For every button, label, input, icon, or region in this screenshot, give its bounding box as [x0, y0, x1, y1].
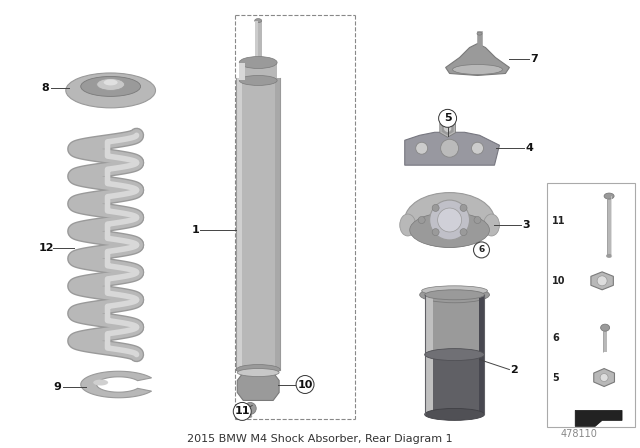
Text: 6: 6 [552, 333, 559, 343]
Bar [275, 78, 280, 370]
Ellipse shape [477, 32, 482, 35]
Text: 5: 5 [552, 373, 559, 383]
Ellipse shape [600, 324, 609, 331]
Ellipse shape [248, 415, 252, 418]
Ellipse shape [422, 286, 488, 296]
Bar [239, 63, 277, 81]
Ellipse shape [452, 65, 502, 74]
Polygon shape [237, 373, 279, 401]
Bar [236, 78, 243, 370]
Polygon shape [442, 121, 454, 135]
Text: 8: 8 [41, 83, 49, 94]
Circle shape [472, 142, 483, 154]
Bar [239, 63, 245, 81]
Circle shape [460, 204, 467, 211]
Ellipse shape [604, 193, 614, 199]
Circle shape [438, 208, 461, 232]
Text: 9: 9 [53, 383, 61, 392]
Ellipse shape [104, 79, 118, 86]
Bar [255, 21, 258, 65]
Ellipse shape [81, 77, 141, 96]
Ellipse shape [425, 409, 484, 420]
Text: 1: 1 [191, 225, 199, 235]
Polygon shape [594, 369, 614, 387]
Circle shape [438, 109, 456, 127]
Bar [479, 295, 484, 414]
Bar [425, 295, 484, 355]
Ellipse shape [255, 19, 262, 23]
Text: 6: 6 [478, 246, 484, 254]
Ellipse shape [93, 379, 108, 385]
Text: 5: 5 [444, 113, 451, 123]
Circle shape [460, 228, 467, 236]
Circle shape [440, 139, 459, 157]
Circle shape [416, 142, 428, 154]
Circle shape [244, 402, 256, 414]
Circle shape [418, 216, 425, 224]
Polygon shape [404, 132, 499, 165]
Circle shape [600, 374, 608, 382]
Circle shape [233, 402, 252, 420]
Ellipse shape [606, 254, 612, 258]
Text: 10: 10 [298, 379, 313, 389]
Polygon shape [575, 410, 622, 426]
Text: 11: 11 [552, 216, 566, 226]
Circle shape [474, 216, 481, 224]
Ellipse shape [239, 56, 277, 69]
Text: 12: 12 [39, 243, 54, 253]
Bar [547, 183, 635, 427]
Polygon shape [591, 272, 613, 290]
Bar [236, 78, 280, 370]
Bar [248, 409, 252, 416]
Text: 3: 3 [522, 220, 530, 230]
Ellipse shape [236, 365, 280, 375]
Polygon shape [81, 371, 152, 398]
Ellipse shape [404, 193, 495, 247]
Bar [425, 355, 484, 414]
Text: 4: 4 [525, 143, 533, 153]
Bar [255, 21, 262, 65]
Ellipse shape [239, 75, 277, 86]
Circle shape [444, 124, 452, 132]
Circle shape [432, 228, 439, 236]
Text: 7: 7 [531, 53, 538, 64]
Text: 2015 BMW M4 Shock Absorber, Rear Diagram 1: 2015 BMW M4 Shock Absorber, Rear Diagram… [187, 434, 453, 444]
Polygon shape [445, 43, 509, 75]
Circle shape [597, 276, 607, 286]
Ellipse shape [97, 78, 125, 90]
Text: 11: 11 [234, 406, 250, 417]
Ellipse shape [410, 212, 490, 247]
Ellipse shape [483, 214, 499, 236]
Bar [607, 196, 611, 256]
Text: 478110: 478110 [561, 429, 598, 439]
Ellipse shape [237, 369, 279, 376]
Ellipse shape [420, 287, 490, 303]
Ellipse shape [425, 290, 484, 300]
Bar [603, 330, 607, 352]
Circle shape [296, 375, 314, 393]
Ellipse shape [66, 73, 156, 108]
Circle shape [432, 204, 439, 211]
Ellipse shape [400, 214, 416, 236]
Circle shape [429, 200, 470, 240]
Circle shape [474, 242, 490, 258]
Ellipse shape [425, 349, 484, 361]
Bar [425, 295, 433, 414]
Text: 2: 2 [511, 365, 518, 375]
Polygon shape [440, 119, 456, 137]
Text: 10: 10 [552, 276, 566, 286]
